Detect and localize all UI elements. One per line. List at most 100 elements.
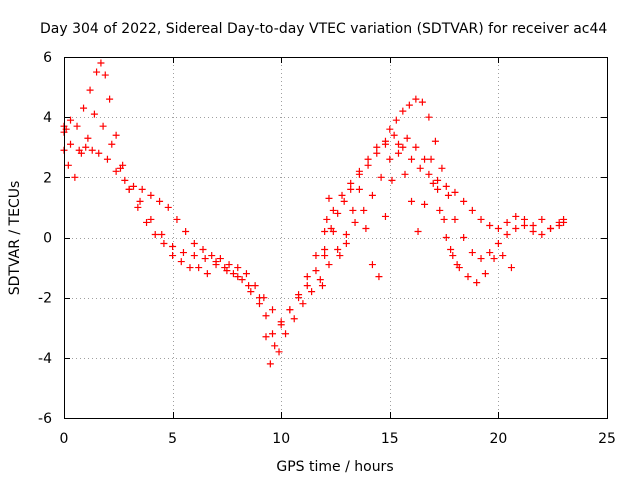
data-point bbox=[271, 342, 279, 350]
data-point bbox=[421, 200, 429, 208]
x-tick-label: 10 bbox=[272, 431, 290, 447]
data-point bbox=[364, 155, 372, 163]
data-point bbox=[418, 98, 426, 106]
data-point bbox=[169, 243, 177, 251]
data-point bbox=[229, 270, 237, 278]
y-tick-label: 6 bbox=[43, 50, 52, 66]
data-point bbox=[112, 131, 120, 139]
data-point bbox=[190, 252, 198, 260]
data-point bbox=[394, 149, 402, 157]
data-point bbox=[444, 191, 452, 199]
data-point bbox=[390, 131, 398, 139]
data-point bbox=[347, 179, 355, 187]
x-tick-label: 20 bbox=[489, 431, 507, 447]
data-point bbox=[412, 95, 420, 103]
data-point bbox=[340, 197, 348, 205]
data-point bbox=[405, 101, 413, 109]
data-point bbox=[529, 221, 537, 229]
x-axis-title: GPS time / hours bbox=[276, 459, 393, 475]
data-point bbox=[414, 227, 422, 235]
data-point bbox=[460, 197, 468, 205]
data-point bbox=[329, 206, 337, 214]
data-point bbox=[323, 215, 331, 223]
data-point bbox=[247, 288, 255, 296]
data-point bbox=[347, 185, 355, 193]
data-point bbox=[116, 164, 124, 172]
data-point bbox=[490, 255, 498, 263]
data-point bbox=[336, 252, 344, 260]
data-point bbox=[99, 122, 107, 130]
data-point bbox=[212, 258, 220, 266]
data-point bbox=[494, 240, 502, 248]
data-point bbox=[203, 270, 211, 278]
data-point bbox=[427, 155, 435, 163]
data-point bbox=[399, 107, 407, 115]
data-point bbox=[434, 176, 442, 184]
data-point bbox=[71, 173, 79, 181]
data-point bbox=[442, 234, 450, 241]
data-point bbox=[499, 252, 507, 260]
data-point bbox=[67, 116, 75, 124]
data-point bbox=[362, 224, 370, 232]
data-point bbox=[299, 300, 307, 308]
data-point bbox=[392, 116, 400, 124]
y-tick-label: 4 bbox=[43, 110, 52, 126]
data-point bbox=[468, 206, 476, 214]
data-point bbox=[125, 185, 133, 193]
data-point bbox=[381, 212, 389, 220]
data-point bbox=[90, 110, 98, 118]
data-point bbox=[381, 140, 389, 148]
data-point bbox=[86, 86, 94, 94]
data-point bbox=[156, 197, 164, 205]
data-point bbox=[147, 215, 155, 223]
data-point bbox=[481, 270, 489, 278]
data-point bbox=[201, 255, 209, 263]
data-point bbox=[177, 258, 185, 266]
data-point bbox=[225, 261, 233, 269]
data-point bbox=[386, 155, 394, 163]
data-point bbox=[269, 306, 277, 314]
data-point bbox=[355, 185, 363, 193]
data-point bbox=[303, 273, 311, 281]
data-point bbox=[438, 164, 446, 172]
data-point bbox=[440, 215, 448, 223]
data-point bbox=[199, 246, 207, 254]
series-trace-d bbox=[318, 149, 461, 290]
data-point bbox=[190, 240, 198, 248]
data-point bbox=[342, 240, 350, 248]
data-point bbox=[503, 230, 511, 238]
data-point bbox=[106, 95, 114, 103]
data-point bbox=[134, 203, 142, 211]
data-point bbox=[318, 282, 326, 290]
data-point bbox=[316, 276, 324, 284]
data-point bbox=[520, 215, 528, 223]
data-point bbox=[275, 348, 283, 356]
data-point bbox=[512, 212, 520, 220]
data-point bbox=[375, 273, 383, 281]
data-point bbox=[308, 288, 316, 296]
data-point bbox=[425, 113, 433, 121]
data-point bbox=[277, 318, 285, 326]
data-point bbox=[503, 218, 511, 226]
data-point bbox=[349, 206, 357, 214]
data-point bbox=[434, 185, 442, 193]
data-point bbox=[242, 270, 250, 278]
y-tick-label: -2 bbox=[38, 291, 52, 307]
data-point bbox=[477, 255, 485, 263]
data-point bbox=[112, 167, 120, 175]
data-point bbox=[138, 185, 146, 193]
data-point bbox=[408, 155, 416, 163]
data-point bbox=[255, 300, 263, 308]
data-point bbox=[88, 146, 96, 154]
data-point bbox=[147, 191, 155, 199]
data-point bbox=[360, 206, 368, 214]
data-point bbox=[477, 215, 485, 223]
axis-ticks bbox=[64, 57, 608, 419]
data-point bbox=[338, 191, 346, 199]
data-point bbox=[377, 173, 385, 181]
data-point bbox=[334, 209, 342, 217]
data-point bbox=[195, 264, 203, 272]
data-point bbox=[182, 227, 190, 235]
data-point bbox=[238, 276, 246, 284]
